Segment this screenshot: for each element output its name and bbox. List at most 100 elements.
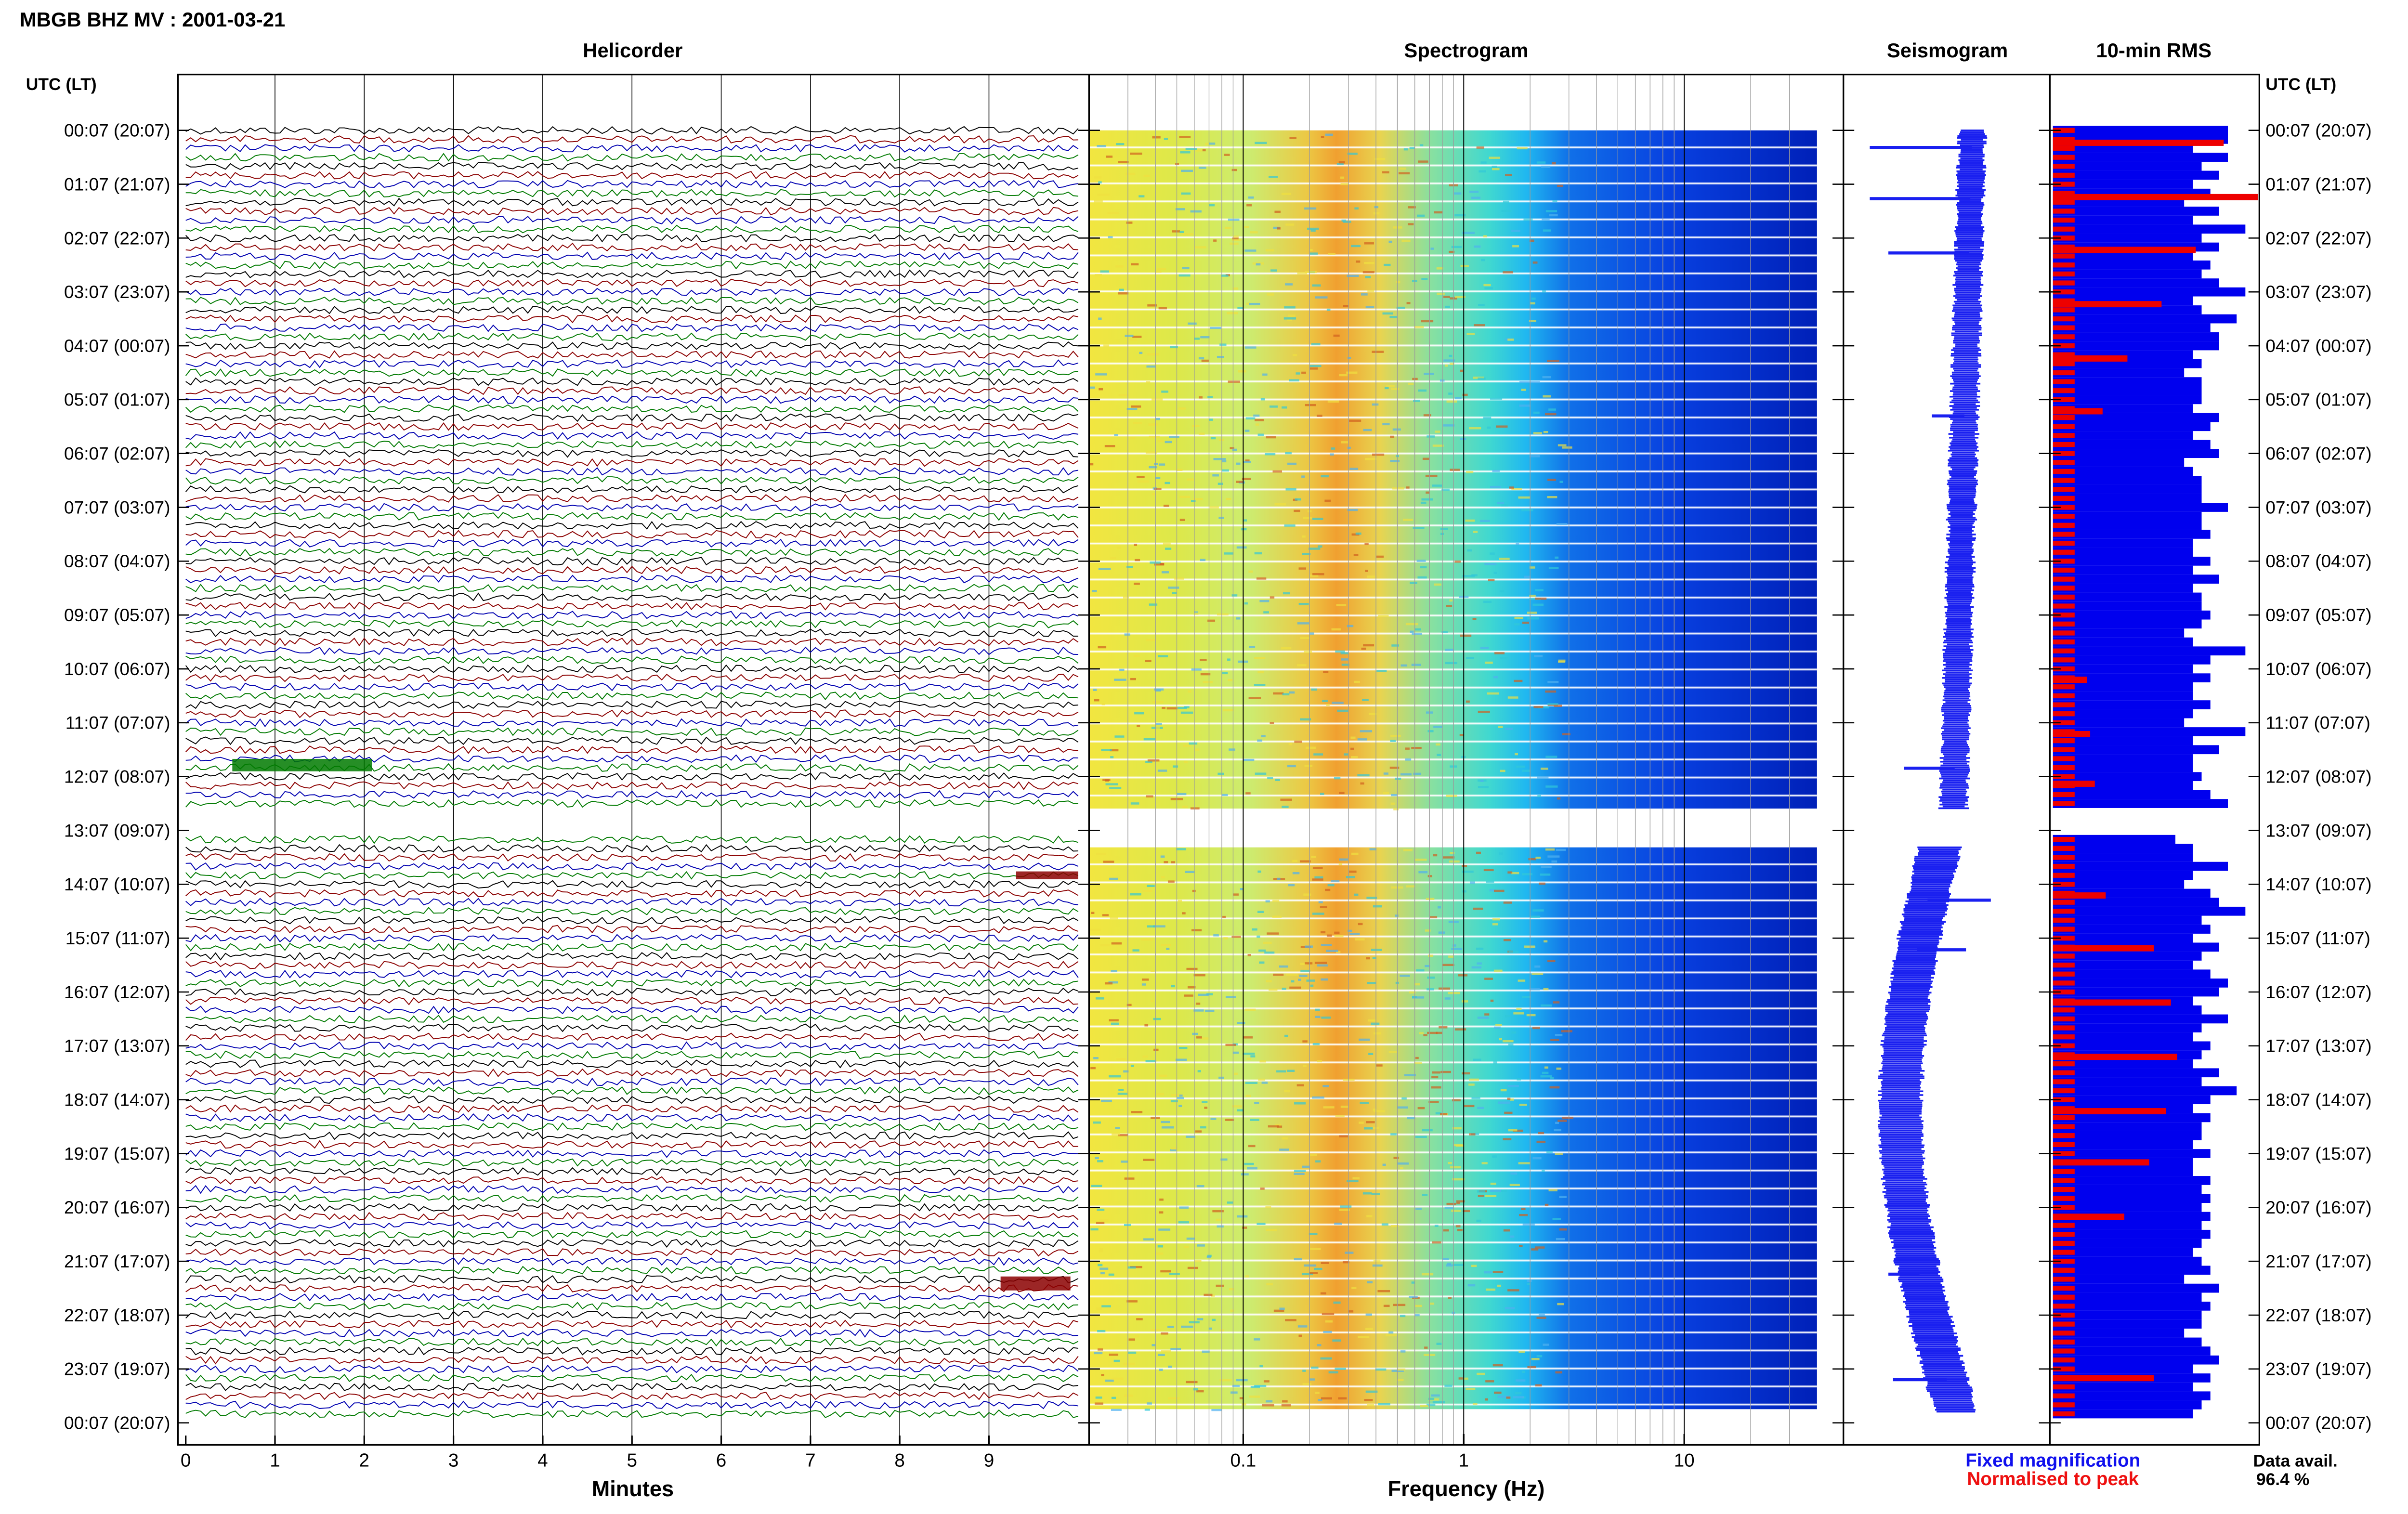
spectrogram-speckle [1260, 398, 1265, 401]
spectrogram-speckle [1532, 1027, 1540, 1030]
rms-normalised-bar [2053, 630, 2075, 636]
figure-title: MBGB BHZ MV : 2001-03-21 [20, 8, 286, 31]
spectrogram-speckle [1197, 1244, 1205, 1247]
spectrogram-speckle [1302, 535, 1306, 538]
time-label-left: 13:07 (09:07) [64, 820, 170, 840]
spectrogram-speckle [1267, 932, 1279, 935]
spectrogram-speckle [1505, 1307, 1515, 1309]
spectrogram-speckle [1110, 756, 1114, 758]
time-label-right: 14:07 (10:07) [2265, 874, 2371, 894]
spectrogram-speckle [1373, 1259, 1381, 1262]
spectrogram-speckle [1461, 1000, 1468, 1003]
spectrogram-speckle [1298, 602, 1309, 605]
panel-frames [177, 74, 2260, 1446]
spectrogram-speckle [1507, 1097, 1511, 1100]
spectrogram-speckle [1552, 1218, 1561, 1220]
spectrogram-speckle [1147, 353, 1159, 356]
spectrogram-speckle [1312, 1096, 1324, 1099]
helicorder-trace [185, 1284, 1078, 1293]
spectrogram-speckle [1518, 1162, 1531, 1164]
spectrogram-speckle [1436, 743, 1440, 746]
rms-normalised-bar [2053, 182, 2075, 187]
spectrogram-speckle [1354, 207, 1359, 210]
spectrogram-speckle [1499, 590, 1505, 593]
time-label-right: 01:07 (21:07) [2265, 174, 2371, 194]
spectrogram-speckle [1440, 527, 1448, 530]
spectrogram-speckle [1254, 1338, 1260, 1341]
spectrogram-speckle [1555, 1371, 1562, 1374]
spectrogram-speckle [1191, 668, 1202, 671]
spectrogram-speckle [1456, 1202, 1460, 1204]
spectrogram-speckle [1471, 1097, 1480, 1099]
spectrogram-speckle [1338, 161, 1345, 164]
spectrogram-speckle [1487, 692, 1499, 695]
spectrogram-speckle [1511, 488, 1522, 491]
spectrogram-speckle [1322, 1085, 1329, 1087]
spectrogram-speckle [1121, 1161, 1128, 1163]
helicorder-trace [185, 538, 1079, 548]
spectrogram-speckle [1212, 1318, 1216, 1321]
spectrogram-speckle [1256, 577, 1267, 580]
rms-normalised-bar [2053, 1240, 2075, 1246]
helicorder-trace [185, 1409, 1079, 1419]
spectrogram-speckle [1556, 1067, 1562, 1070]
helicorder-trace [185, 646, 1078, 655]
spectrogram-speckle [1305, 271, 1317, 274]
spectrogram-speckle [1285, 973, 1298, 976]
rms-fixed-bar [2053, 170, 2219, 180]
spectrogram-speckle [1101, 1305, 1111, 1307]
spectrogram-speckle [1343, 305, 1349, 307]
spectrogram-speckle [1339, 374, 1348, 377]
spectrogram-speckle [1222, 672, 1228, 675]
spectrogram-speckle [1157, 440, 1164, 443]
spectrogram-speckle [1101, 1374, 1104, 1376]
spectrogram-speckle [1193, 498, 1203, 500]
helicorder-trace [185, 1059, 1079, 1069]
rms-fixed-bar [2053, 314, 2237, 324]
helicorder-trace [185, 1203, 1079, 1212]
spectrogram-speckle [1266, 436, 1276, 439]
spectrogram-speckle [1161, 1121, 1170, 1123]
spectrogram-speckle [1413, 400, 1420, 402]
spectrogram-speckle [1547, 960, 1556, 963]
rms-fixed-bar [2053, 646, 2246, 656]
spectrogram-speckle [1194, 611, 1198, 614]
rms-normalised-bar [2053, 989, 2075, 995]
spectrogram-speckle [1259, 1060, 1266, 1063]
spectrogram-speckle [1152, 398, 1163, 401]
spectrogram-speckle [1448, 1162, 1452, 1164]
spectrogram-speckle [1545, 848, 1555, 851]
spectrogram-speckle [1224, 552, 1234, 555]
spectrogram-speckle [1236, 1109, 1244, 1112]
rms-fixed-bar [2053, 682, 2193, 692]
rms-fixed-bar [2053, 503, 2228, 512]
spectrogram-speckle [1309, 1233, 1318, 1235]
helicorder-trace [185, 1221, 1079, 1230]
spectrogram-speckle [1519, 1245, 1523, 1247]
spectrogram-speckle [1547, 479, 1556, 481]
rms-normalised-bar [2053, 280, 2075, 286]
spectrogram-speckle [1248, 196, 1254, 199]
spectrogram-speckle [1297, 622, 1309, 625]
spectrogram-speckle [1544, 413, 1557, 416]
spectrogram-speckle [1256, 1223, 1266, 1225]
spectrogram-speckle [1483, 235, 1487, 238]
spectrogram-speckle [1478, 786, 1489, 788]
rms-normalised-bar [2053, 586, 2075, 591]
spectrogram-speckle [1267, 777, 1273, 780]
time-label-left: 23:07 (19:07) [64, 1359, 170, 1379]
spectrogram-speckle [1492, 470, 1500, 472]
spectrogram-speckle [1364, 242, 1374, 245]
spectrogram-speckle [1165, 441, 1172, 444]
helicorder-trace [185, 853, 1079, 862]
spectrogram-speckle [1460, 369, 1463, 372]
spectrogram-speckle [1395, 914, 1399, 917]
spectrogram-speckle [1400, 1167, 1403, 1169]
spectrogram-speckle [1542, 1071, 1549, 1074]
spectrogram-speckle [1310, 984, 1314, 987]
spectrogram-speckle [1392, 428, 1401, 431]
spectrogram-speckle [1130, 1065, 1134, 1067]
spectrogram-speckle [1442, 1258, 1449, 1260]
spectrogram-speckle [1489, 889, 1495, 892]
